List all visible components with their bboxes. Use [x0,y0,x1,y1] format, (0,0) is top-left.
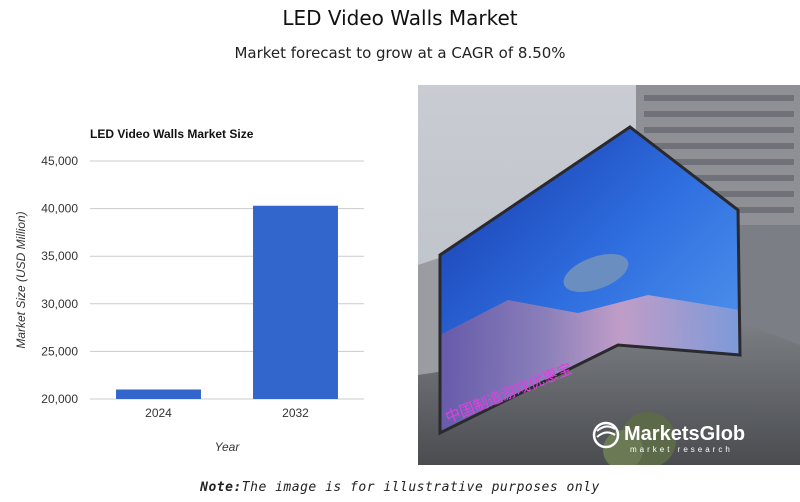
y-tick-label: 20,000 [41,392,78,406]
chart-bars [116,205,338,399]
y-tick-label: 30,000 [41,297,78,311]
x-tick-label: 2024 [145,406,172,420]
note-text: The image is for illustrative purposes o… [241,480,600,495]
market-size-chart: LED Video Walls Market Size 20,000 25,000… [14,127,364,454]
led-video-wall-photo: 中国制造游戏优惠宝 MarketsGlob market research [418,85,800,465]
y-tick-label: 25,000 [41,344,78,358]
y-tick-label: 45,000 [41,154,78,168]
chart-title: LED Video Walls Market Size [90,127,254,141]
y-tick-label: 35,000 [41,249,78,263]
y-axis-label: Market Size (USD Million) [14,211,28,348]
x-tick-label: 2032 [282,406,309,420]
x-axis-ticks: 2024 2032 [145,406,309,420]
x-axis-label: Year [215,440,241,454]
y-tick-label: 40,000 [41,202,78,216]
bar-2032 [253,205,338,399]
illustration-note: Note:The image is for illustrative purpo… [0,480,800,495]
page-title: LED Video Walls Market [282,6,518,30]
y-axis-ticks: 20,000 25,000 30,000 35,000 40,000 45,000 [41,154,78,406]
marketsglob-logo: MarketsGlob market research [592,421,745,454]
svg-text:MarketsGlob: MarketsGlob [624,423,745,445]
page-subtitle: Market forecast to grow at a CAGR of 8.5… [234,44,566,62]
bar-2024 [116,389,201,399]
svg-text:market research: market research [630,445,733,454]
note-label: Note: [200,480,242,495]
